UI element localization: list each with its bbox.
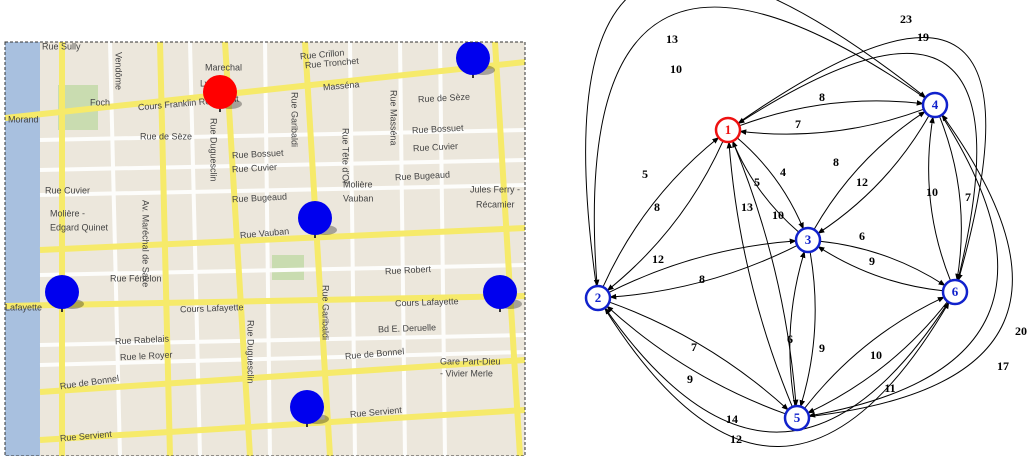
node-label: 1 <box>725 122 732 137</box>
street-label: Rue Duguesclin <box>246 320 256 384</box>
edge-weight: 17 <box>997 359 1009 373</box>
edge-weight: 8 <box>833 155 839 169</box>
pin <box>290 390 324 424</box>
street-label: Gare Part-Dieu <box>440 356 501 366</box>
edge-weight: 8 <box>654 200 660 214</box>
street-label: Rue Fénelon <box>110 273 162 283</box>
edge <box>604 302 949 446</box>
street-label: Lafayette <box>5 302 42 312</box>
edge-weight: 13 <box>666 32 678 46</box>
edge-weight: 7 <box>795 117 801 131</box>
node-label: 5 <box>794 410 801 425</box>
edge <box>809 115 1012 417</box>
edge <box>929 117 951 281</box>
street-label: Molière <box>343 179 373 189</box>
edge-weight: 20 <box>1015 324 1027 338</box>
street-label: Rue Masséna <box>389 90 399 146</box>
street-label: Vendôme <box>114 52 124 90</box>
edge <box>729 142 792 407</box>
edge <box>607 306 786 414</box>
street-label: Rue Garibaldi <box>290 92 300 147</box>
street-label: Morand <box>8 114 39 124</box>
park <box>272 255 304 280</box>
edge <box>790 251 805 406</box>
street-label: Rue de Sèze <box>140 131 192 141</box>
street-label: - Vivier Merle <box>440 368 493 378</box>
street-label: Rue Duguesclin <box>209 118 219 182</box>
edge-weight: 12 <box>652 252 664 266</box>
map: Rue SullyVendômeMarechalLyauteyRue Crill… <box>5 41 525 456</box>
edge <box>738 53 977 280</box>
edge <box>594 7 925 286</box>
river <box>5 42 40 456</box>
edge-weight: 12 <box>856 175 868 189</box>
street-label: Molière - <box>50 208 85 218</box>
edge <box>738 37 986 280</box>
pin <box>456 41 490 75</box>
figure: Rue SullyVendômeMarechalLyauteyRue Crill… <box>0 0 1033 456</box>
pin <box>298 201 332 235</box>
node-label: 2 <box>595 290 602 305</box>
street-label: Foch <box>90 97 110 107</box>
node-label: 4 <box>932 97 939 112</box>
street-label: Bd E. Deruelle <box>378 322 436 334</box>
street-label: Rue Garibaldi <box>321 285 331 340</box>
edge <box>820 241 945 285</box>
edge-weight: 5 <box>642 167 648 181</box>
street-label: Rue Sully <box>42 41 81 51</box>
edge-weight: 8 <box>819 90 825 104</box>
node-label: 3 <box>805 232 812 247</box>
edge <box>737 138 803 229</box>
edge-weight: 10 <box>926 185 938 199</box>
edge <box>740 109 924 134</box>
edge <box>818 115 929 233</box>
edge <box>818 247 943 291</box>
edge-weight: 10 <box>772 208 784 222</box>
edge-weight: 7 <box>965 190 971 204</box>
edge <box>814 112 925 230</box>
edge <box>733 141 799 232</box>
street-label: Edgard Quinet <box>50 222 109 232</box>
edge <box>733 141 796 406</box>
edge-weight: 19 <box>917 30 929 44</box>
edge-weight: 12 <box>730 432 742 446</box>
edge-weight: 9 <box>869 254 875 268</box>
street-label: Marechal <box>205 62 242 72</box>
edge-weight: 9 <box>819 341 825 355</box>
edge <box>739 101 923 126</box>
edge-weight: 4 <box>780 165 786 179</box>
pin <box>483 275 517 309</box>
street-label: Rue Cuvier <box>45 185 90 195</box>
edge <box>939 116 961 280</box>
edge-weight: 10 <box>870 348 882 362</box>
pin <box>45 275 79 309</box>
street-label: Vauban <box>343 193 373 203</box>
edge-weight: 9 <box>687 372 693 386</box>
edge-weight: 10 <box>670 62 682 76</box>
edge <box>586 0 926 286</box>
edge-weight: 6 <box>859 229 865 243</box>
edge-weight: 13 <box>741 200 753 214</box>
street-label: Récamier <box>476 199 515 209</box>
street-label: Jules Ferry - <box>470 184 520 194</box>
edge-weight: 11 <box>884 381 895 395</box>
pin <box>203 75 237 109</box>
edge <box>801 252 816 407</box>
edge-weight: 23 <box>900 12 912 26</box>
node-label: 6 <box>952 284 959 299</box>
edge-weight: 8 <box>699 272 705 286</box>
street-label: Rue Tête d'Or <box>341 128 351 184</box>
